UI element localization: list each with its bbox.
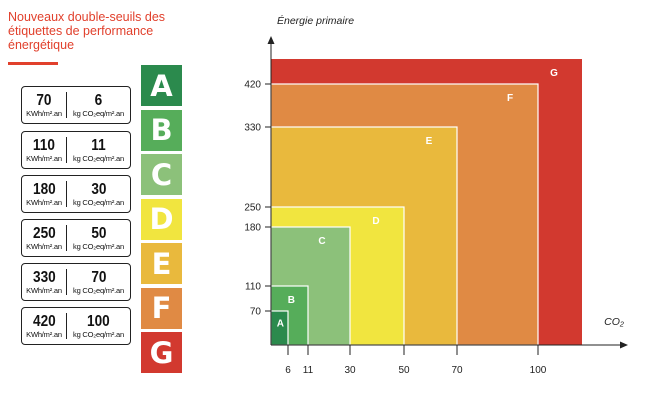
x-tick-label: 30 <box>344 365 356 376</box>
energy-unit: KWh/m².an <box>26 154 62 163</box>
co2-unit: kg CO₂eq/m².an <box>73 109 124 118</box>
x-tick-label: 11 <box>303 365 314 376</box>
threshold-box: 250 KWh/m².an 50 kg CO₂eq/m².an <box>21 219 131 257</box>
energy-unit: KWh/m².an <box>26 286 62 295</box>
class-badge-d: D <box>141 198 182 240</box>
energy-unit: KWh/m².an <box>26 109 62 118</box>
threshold-divider <box>66 92 67 118</box>
class-badge-c: C <box>141 154 182 195</box>
threshold-divider <box>66 269 67 295</box>
x-tick-label: 6 <box>285 365 291 376</box>
y-tick-label: 180 <box>244 223 261 234</box>
class-badge-b: B <box>141 109 182 151</box>
co2-unit: kg CO₂eq/m².an <box>73 286 124 295</box>
co2-unit: kg CO₂eq/m².an <box>73 242 124 251</box>
energy-threshold: 420 KWh/m².an <box>22 308 66 344</box>
zone-label: D <box>372 216 379 227</box>
energy-value: 70 <box>36 92 52 109</box>
co2-value: 30 <box>90 181 107 198</box>
energy-threshold: 330 KWh/m².an <box>22 264 66 300</box>
class-badge-e: E <box>141 243 182 284</box>
y-tick-label: 250 <box>244 203 261 214</box>
x-tick-label: 70 <box>451 365 463 376</box>
energy-unit: KWh/m².an <box>26 242 62 251</box>
co2-threshold: 11 kg CO₂eq/m².an <box>67 132 130 168</box>
zone-label: A <box>277 318 284 329</box>
co2-unit: kg CO₂eq/m².an <box>73 330 124 339</box>
threshold-divider <box>66 313 67 339</box>
zone-label: E <box>426 136 433 147</box>
energy-unit: KWh/m².an <box>26 330 62 339</box>
energy-value: 250 <box>32 225 56 242</box>
co2-threshold: 70 kg CO₂eq/m².an <box>67 264 130 300</box>
x-axis-arrow-icon <box>620 341 628 349</box>
zone-label: F <box>507 93 513 104</box>
energy-threshold: 250 KWh/m².an <box>22 220 66 256</box>
class-badge-g: G <box>141 332 182 373</box>
energy-value: 330 <box>32 269 56 286</box>
co2-value: 70 <box>90 269 107 286</box>
co2-threshold: 50 kg CO₂eq/m².an <box>67 220 130 256</box>
y-tick-label: 330 <box>244 123 261 134</box>
threshold-box: 180 KWh/m².an 30 kg CO₂eq/m².an <box>21 175 131 213</box>
threshold-box: 330 KWh/m².an 70 kg CO₂eq/m².an <box>21 263 131 301</box>
y-tick-label: 420 <box>244 80 261 91</box>
x-tick-label: 50 <box>398 365 410 376</box>
energy-unit: KWh/m².an <box>26 198 62 207</box>
co2-unit: kg CO₂eq/m².an <box>73 154 124 163</box>
co2-value: 11 <box>91 137 106 154</box>
energy-threshold: 110 KWh/m².an <box>22 132 66 168</box>
threshold-box: 70 KWh/m².an 6 kg CO₂eq/m².an <box>21 86 131 124</box>
energy-threshold: 70 KWh/m².an <box>22 87 66 123</box>
y-tick-label: 110 <box>245 282 261 293</box>
page-title: Nouveaux double-seuils des étiquettes de… <box>8 10 166 52</box>
threshold-box: 110 KWh/m².an 11 kg CO₂eq/m².an <box>21 131 131 169</box>
co2-value: 50 <box>90 225 107 242</box>
energy-value: 420 <box>32 313 56 330</box>
title-underline <box>8 62 58 65</box>
energy-value: 110 <box>33 137 55 154</box>
y-axis-arrow-icon <box>267 36 275 44</box>
co2-value: 100 <box>87 313 110 330</box>
zone-label: B <box>288 295 295 306</box>
co2-threshold: 6 kg CO₂eq/m².an <box>67 87 130 123</box>
class-badge-f: F <box>141 287 182 329</box>
co2-threshold: 100 kg CO₂eq/m².an <box>67 308 130 344</box>
co2-value: 6 <box>94 92 103 109</box>
y-axis-label: Énergie primaire <box>277 14 354 27</box>
threshold-divider <box>66 225 67 251</box>
co2-unit: kg CO₂eq/m².an <box>73 198 124 207</box>
x-tick-label: 100 <box>530 365 547 376</box>
threshold-box: 420 KWh/m².an 100 kg CO₂eq/m².an <box>21 307 131 345</box>
energy-threshold: 180 KWh/m².an <box>22 176 66 212</box>
class-badge-a: A <box>141 65 182 106</box>
threshold-divider <box>66 137 67 163</box>
y-tick-label: 70 <box>250 307 262 318</box>
co2-threshold: 30 kg CO₂eq/m².an <box>67 176 130 212</box>
threshold-divider <box>66 181 67 207</box>
x-axis-label: CO₂ <box>604 316 624 328</box>
zone-label: G <box>550 68 558 79</box>
zone-label: C <box>318 236 325 247</box>
energy-value: 180 <box>32 181 56 198</box>
